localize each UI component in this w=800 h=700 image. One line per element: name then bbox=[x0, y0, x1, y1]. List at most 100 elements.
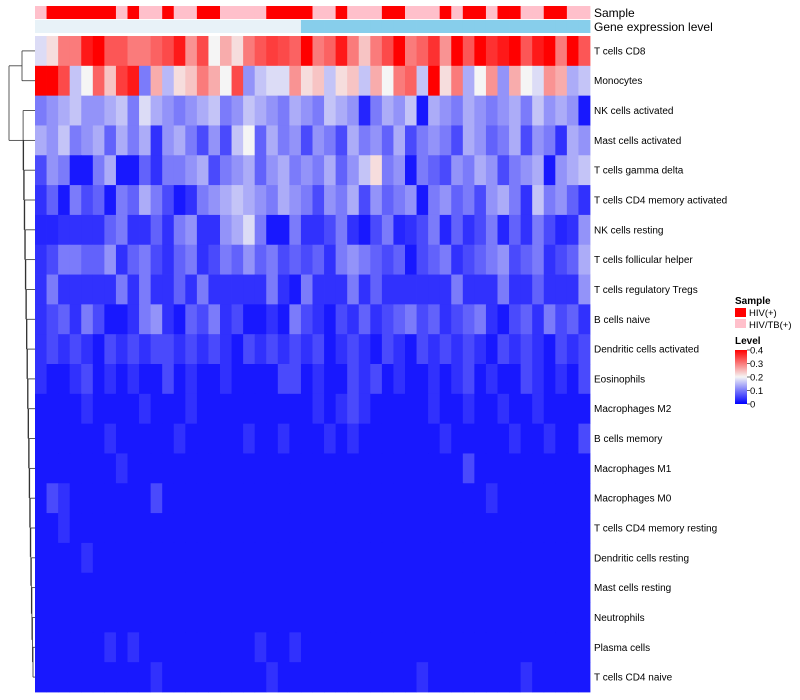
row-label: T cells CD4 memory resting bbox=[594, 524, 717, 535]
annotation-cell bbox=[543, 20, 556, 33]
heatmap-cell bbox=[220, 542, 232, 574]
row-label: Macrophages M2 bbox=[594, 404, 672, 415]
annotation-cell bbox=[173, 6, 186, 19]
heatmap-cell bbox=[532, 483, 545, 514]
heatmap-cell bbox=[58, 632, 71, 663]
heatmap-cell bbox=[485, 513, 498, 544]
heatmap-cell bbox=[277, 393, 290, 425]
heatmap-cell bbox=[289, 483, 302, 514]
heatmap-cell bbox=[173, 36, 186, 67]
heatmap-cell bbox=[393, 513, 406, 544]
heatmap-cell bbox=[347, 513, 360, 544]
heatmap-cell bbox=[104, 65, 117, 97]
heatmap-cell bbox=[335, 542, 348, 574]
heatmap-cell bbox=[196, 364, 209, 395]
heatmap-cell bbox=[555, 334, 568, 365]
heatmap-cell bbox=[347, 572, 360, 603]
heatmap-cell bbox=[46, 393, 59, 425]
heatmap-cell bbox=[139, 364, 152, 395]
heatmap-cell bbox=[312, 304, 325, 335]
heatmap-cell bbox=[266, 304, 279, 335]
heatmap-cell bbox=[69, 65, 82, 97]
heatmap-cell bbox=[485, 602, 498, 633]
heatmap-cell bbox=[439, 364, 452, 395]
heatmap-cell bbox=[451, 95, 464, 126]
heatmap-cell bbox=[543, 662, 556, 693]
heatmap-cell bbox=[439, 244, 452, 275]
heatmap-cell bbox=[231, 95, 244, 126]
heatmap-cell bbox=[35, 483, 47, 514]
heatmap-cell bbox=[358, 364, 371, 395]
annotation-cell bbox=[243, 6, 256, 19]
heatmap-cell bbox=[509, 274, 522, 305]
heatmap-cell bbox=[35, 572, 47, 603]
heatmap-cell bbox=[578, 364, 591, 395]
heatmap-cell bbox=[58, 662, 71, 693]
heatmap-cell bbox=[462, 95, 475, 126]
heatmap-cell bbox=[289, 36, 302, 67]
heatmap-cell bbox=[196, 423, 209, 454]
heatmap-cell bbox=[104, 393, 117, 425]
heatmap-cell bbox=[381, 393, 394, 425]
heatmap-cell bbox=[451, 274, 464, 305]
heatmap-cell bbox=[509, 542, 522, 574]
heatmap-cell bbox=[335, 95, 348, 126]
heatmap-cell bbox=[185, 602, 198, 633]
heatmap-cell bbox=[243, 65, 256, 97]
heatmap-cell bbox=[231, 662, 244, 693]
heatmap-cell bbox=[370, 632, 383, 663]
heatmap-cell bbox=[439, 602, 452, 633]
annotation-cell bbox=[532, 6, 545, 19]
heatmap-cell bbox=[497, 334, 510, 365]
heatmap-cell bbox=[35, 95, 47, 126]
heatmap-cell bbox=[324, 334, 337, 365]
heatmap-cell bbox=[231, 602, 244, 633]
heatmap-cell bbox=[509, 36, 522, 67]
heatmap-cell bbox=[520, 542, 533, 574]
annotation-cell bbox=[127, 20, 140, 33]
heatmap-cell bbox=[462, 393, 475, 425]
heatmap-cell bbox=[243, 393, 256, 425]
heatmap-cell bbox=[532, 185, 545, 216]
heatmap-cell bbox=[381, 364, 394, 395]
heatmap-cell bbox=[566, 304, 579, 335]
heatmap-cell bbox=[92, 334, 105, 365]
heatmap-cell bbox=[428, 125, 441, 156]
heatmap-cell bbox=[370, 393, 383, 425]
heatmap-cell bbox=[266, 513, 279, 544]
heatmap-cell bbox=[439, 155, 452, 186]
heatmap-cell bbox=[347, 542, 360, 574]
heatmap-cell bbox=[196, 572, 209, 603]
heatmap-cell bbox=[312, 95, 325, 126]
heatmap-cell bbox=[370, 65, 383, 97]
heatmap-cell bbox=[254, 602, 267, 633]
heatmap-cell bbox=[300, 125, 313, 156]
heatmap-cell bbox=[196, 185, 209, 216]
heatmap-cell bbox=[35, 155, 47, 186]
heatmap-cell bbox=[462, 155, 475, 186]
heatmap-cell bbox=[485, 483, 498, 514]
heatmap-cell bbox=[312, 244, 325, 275]
heatmap-cell bbox=[300, 662, 313, 693]
heatmap-cell bbox=[162, 65, 175, 97]
heatmap-cell bbox=[81, 542, 94, 574]
heatmap-cell bbox=[451, 632, 464, 663]
heatmap-cell bbox=[92, 304, 105, 335]
heatmap-cell bbox=[405, 483, 417, 514]
heatmap-cell bbox=[393, 453, 406, 484]
heatmap-cell bbox=[428, 155, 441, 186]
heatmap-cell bbox=[335, 513, 348, 544]
heatmap-cell bbox=[208, 632, 221, 663]
annotation-cell bbox=[485, 20, 498, 33]
heatmap-cell bbox=[474, 393, 487, 425]
heatmap-cell bbox=[578, 95, 591, 126]
heatmap-cell bbox=[127, 125, 140, 156]
row-label: Mast cells resting bbox=[594, 583, 671, 594]
heatmap-cell bbox=[543, 572, 556, 603]
heatmap-cell bbox=[324, 185, 337, 216]
heatmap-cell bbox=[104, 632, 117, 663]
heatmap-cell bbox=[185, 542, 198, 574]
heatmap-cell bbox=[289, 155, 302, 186]
heatmap-cell bbox=[393, 125, 406, 156]
heatmap-cell bbox=[150, 572, 163, 603]
